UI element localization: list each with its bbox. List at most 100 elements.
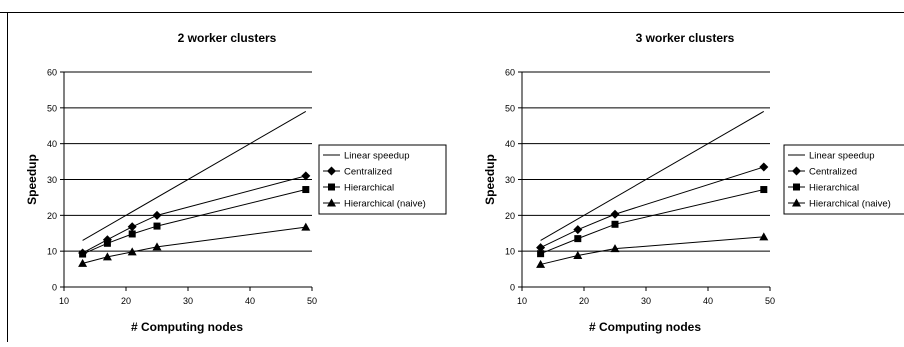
legend-label: Hierarchical (naive) xyxy=(809,199,891,210)
legend-marker xyxy=(792,198,801,207)
legend-label: Linear speedup xyxy=(809,151,875,162)
data-point xyxy=(152,210,162,220)
y-tick-label: 10 xyxy=(47,247,57,257)
figure-top-border xyxy=(0,12,904,13)
y-axis-label: Speedup xyxy=(25,154,39,205)
y-axis-label: Speedup xyxy=(483,154,497,205)
data-point xyxy=(128,230,136,238)
legend-item: Centralized xyxy=(323,166,392,178)
data-point xyxy=(103,239,111,247)
y-tick-label: 20 xyxy=(47,211,57,221)
y-tick-label: 10 xyxy=(505,247,515,257)
data-point xyxy=(573,225,583,235)
legend-item: Linear speedup xyxy=(323,151,410,162)
data-point xyxy=(610,244,620,253)
legend-box xyxy=(318,144,447,215)
data-point xyxy=(573,250,583,259)
series-hierarchical xyxy=(79,186,310,258)
data-point xyxy=(537,250,545,258)
data-point xyxy=(759,162,769,172)
chart-title: 3 worker clusters xyxy=(636,31,735,45)
legend-item: Centralized xyxy=(788,166,857,178)
legend-label: Linear speedup xyxy=(344,151,410,162)
data-point xyxy=(102,252,112,261)
y-tick-label: 40 xyxy=(47,139,57,149)
x-tick-label: 20 xyxy=(579,296,589,306)
legend-item: Hierarchical xyxy=(788,183,859,194)
legend-marker xyxy=(327,198,336,207)
series-linear-speedup xyxy=(540,110,765,241)
data-point xyxy=(301,222,311,231)
x-tick-label: 20 xyxy=(121,296,131,306)
data-point xyxy=(536,243,546,253)
x-tick-label: 50 xyxy=(765,296,775,306)
series-hierarchical xyxy=(537,186,768,258)
series-centralized xyxy=(78,171,311,258)
legend: Linear speedup Centralized Hierarchical Hie… xyxy=(318,144,447,215)
data-point xyxy=(574,235,582,243)
legend: Linear speedup Centralized Hierarchical Hie… xyxy=(783,144,904,215)
y-tick-label: 60 xyxy=(505,68,515,78)
legend-item: Linear speedup xyxy=(788,151,875,162)
series-line xyxy=(82,110,307,241)
y-tick-label: 50 xyxy=(505,103,515,113)
series-line xyxy=(82,175,306,254)
y-tick-label: 0 xyxy=(510,283,515,293)
figure-left-border xyxy=(7,12,8,342)
y-tick-label: 0 xyxy=(52,283,57,293)
data-point xyxy=(301,171,311,181)
y-tick-label: 30 xyxy=(505,175,515,185)
data-point xyxy=(152,242,162,251)
legend-marker xyxy=(328,183,335,191)
y-tick-label: 60 xyxy=(47,68,57,78)
x-tick-label: 50 xyxy=(307,296,317,306)
series-line xyxy=(540,110,765,241)
y-tick-label: 30 xyxy=(47,175,57,185)
data-point xyxy=(302,186,310,194)
data-point xyxy=(78,258,88,267)
chart-title: 2 worker clusters xyxy=(178,31,277,45)
x-axis-label: # Computing nodes xyxy=(131,320,243,334)
data-point xyxy=(759,232,769,241)
legend-item: Hierarchical (naive) xyxy=(788,198,891,210)
series-centralized xyxy=(536,162,769,253)
legend-label: Hierarchical xyxy=(809,183,859,194)
x-tick-label: 30 xyxy=(641,296,651,306)
x-axis-label: # Computing nodes xyxy=(589,320,701,334)
legend-label: Centralized xyxy=(809,167,857,178)
data-point xyxy=(536,259,546,268)
series-line xyxy=(82,189,306,255)
series-linear-speedup xyxy=(82,110,307,241)
data-point xyxy=(611,220,619,228)
data-point xyxy=(610,209,620,219)
legend-label: Centralized xyxy=(344,167,392,178)
series-line xyxy=(540,236,764,265)
data-point xyxy=(79,250,87,258)
data-point xyxy=(127,247,137,256)
legend-label: Hierarchical xyxy=(344,183,394,194)
legend-marker xyxy=(327,166,336,176)
series-hierarchical-naive xyxy=(78,222,311,267)
series-hierarchical-naive xyxy=(536,232,769,268)
y-tick-label: 50 xyxy=(47,103,57,113)
series-line xyxy=(540,166,764,249)
x-tick-label: 30 xyxy=(183,296,193,306)
series-line xyxy=(82,226,306,264)
x-tick-label: 40 xyxy=(703,296,713,306)
legend-marker xyxy=(793,183,800,191)
x-tick-label: 40 xyxy=(245,296,255,306)
legend-marker xyxy=(792,166,801,176)
data-point xyxy=(153,222,161,230)
series-line xyxy=(540,189,764,255)
x-tick-label: 10 xyxy=(59,296,69,306)
legend-label: Hierarchical (naive) xyxy=(344,199,426,210)
data-point xyxy=(760,186,768,194)
data-point xyxy=(127,222,137,232)
y-tick-label: 20 xyxy=(505,211,515,221)
y-tick-label: 40 xyxy=(505,139,515,149)
x-tick-label: 10 xyxy=(517,296,527,306)
